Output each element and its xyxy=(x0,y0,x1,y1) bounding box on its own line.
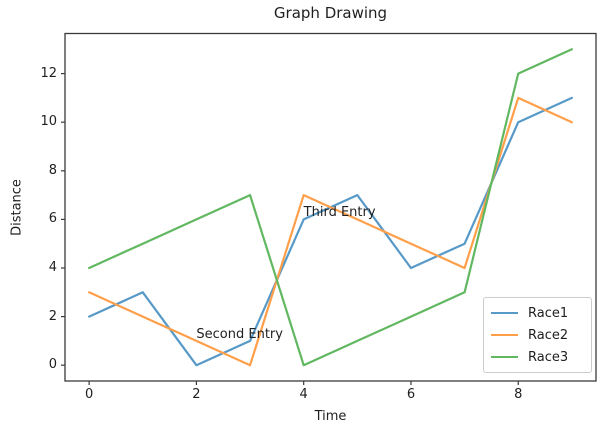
legend: Race1 Race2 Race3 xyxy=(483,297,592,373)
legend-swatch-race2 xyxy=(491,334,518,336)
x-tick-label: 0 xyxy=(84,387,94,402)
y-tick-label: 2 xyxy=(48,308,57,324)
x-tick-label: 4 xyxy=(299,387,308,402)
legend-item: Race2 xyxy=(484,324,591,346)
legend-item: Race3 xyxy=(484,346,591,368)
legend-item-label: Race2 xyxy=(528,327,569,343)
y-tick-label: 4 xyxy=(48,260,57,275)
x-tick-label: 6 xyxy=(406,387,416,402)
x-axis-label: Time xyxy=(314,409,347,424)
y-tick-label: 8 xyxy=(48,162,57,178)
legend-item: Race1 xyxy=(484,302,591,324)
legend-item-label: Race3 xyxy=(528,349,569,365)
legend-item-label: Race1 xyxy=(528,305,569,321)
y-tick-label: 6 xyxy=(48,211,57,227)
x-tick-label: 8 xyxy=(514,387,523,402)
y-tick-label: 10 xyxy=(40,114,57,130)
y-axis-label: Distance xyxy=(9,179,25,236)
y-tick-label: 12 xyxy=(40,65,57,81)
annotation-second-entry: Second Entry xyxy=(196,326,283,342)
series-line-race3 xyxy=(88,48,573,367)
y-tick-label: 0 xyxy=(48,357,57,373)
annotation-third-entry: Third Entry xyxy=(303,205,376,221)
x-tick-label: 2 xyxy=(192,387,201,402)
legend-swatch-race3 xyxy=(491,356,518,358)
axes-frame xyxy=(64,32,597,382)
chart-title: Graph Drawing xyxy=(273,4,388,22)
legend-swatch-race1 xyxy=(491,312,518,314)
